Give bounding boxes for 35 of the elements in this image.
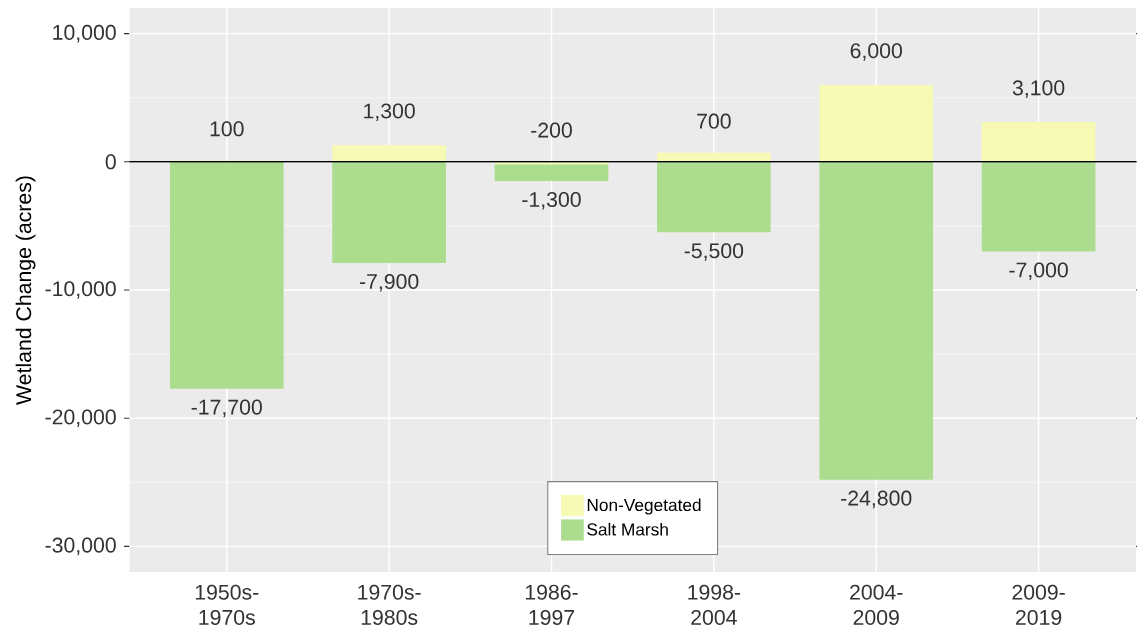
- bar: [332, 145, 446, 162]
- bar: [657, 161, 771, 233]
- y-tick-label: -20,000: [45, 409, 116, 427]
- x-tick-label: 1950s-1970s: [195, 584, 259, 625]
- x-tick-label: 1998-2004: [688, 584, 741, 625]
- data-label: 100: [210, 121, 244, 137]
- bar: [981, 122, 1096, 162]
- x-tick-label: 1986-1997: [525, 584, 578, 625]
- legend-label: Salt Marsh: [587, 522, 668, 536]
- data-label: -5,500: [684, 243, 744, 261]
- bar: [819, 84, 934, 162]
- data-label: 3,100: [1012, 80, 1065, 98]
- data-label: -7,000: [1009, 262, 1068, 280]
- bar: [981, 161, 1096, 252]
- legend-label: Non-Vegetated: [587, 498, 701, 515]
- bar: [819, 161, 934, 480]
- data-label: -200: [531, 122, 572, 138]
- x-tick-label: 2004-2009: [850, 584, 903, 625]
- data-label: -17,700: [191, 399, 262, 418]
- data-label: -1,300: [522, 191, 581, 210]
- y-axis-title: Wetland Change (acres): [15, 176, 36, 405]
- y-tick-label: -30,000: [45, 537, 116, 556]
- data-label: 1,300: [364, 103, 415, 121]
- data-label: -24,800: [841, 490, 912, 509]
- y-tick-label: 0: [105, 154, 116, 170]
- y-tick-label: -10,000: [45, 281, 116, 299]
- bar: [494, 164, 609, 182]
- x-tick-label: 2009-2019: [1012, 584, 1065, 625]
- y-tick-label: 10,000: [53, 24, 116, 43]
- bar: [169, 161, 284, 389]
- x-tick-label: 1970s-1980s: [358, 584, 421, 625]
- data-label: -7,900: [359, 273, 419, 292]
- bar: [332, 161, 446, 264]
- data-label: 6,000: [850, 43, 902, 61]
- data-label: 700: [697, 113, 731, 129]
